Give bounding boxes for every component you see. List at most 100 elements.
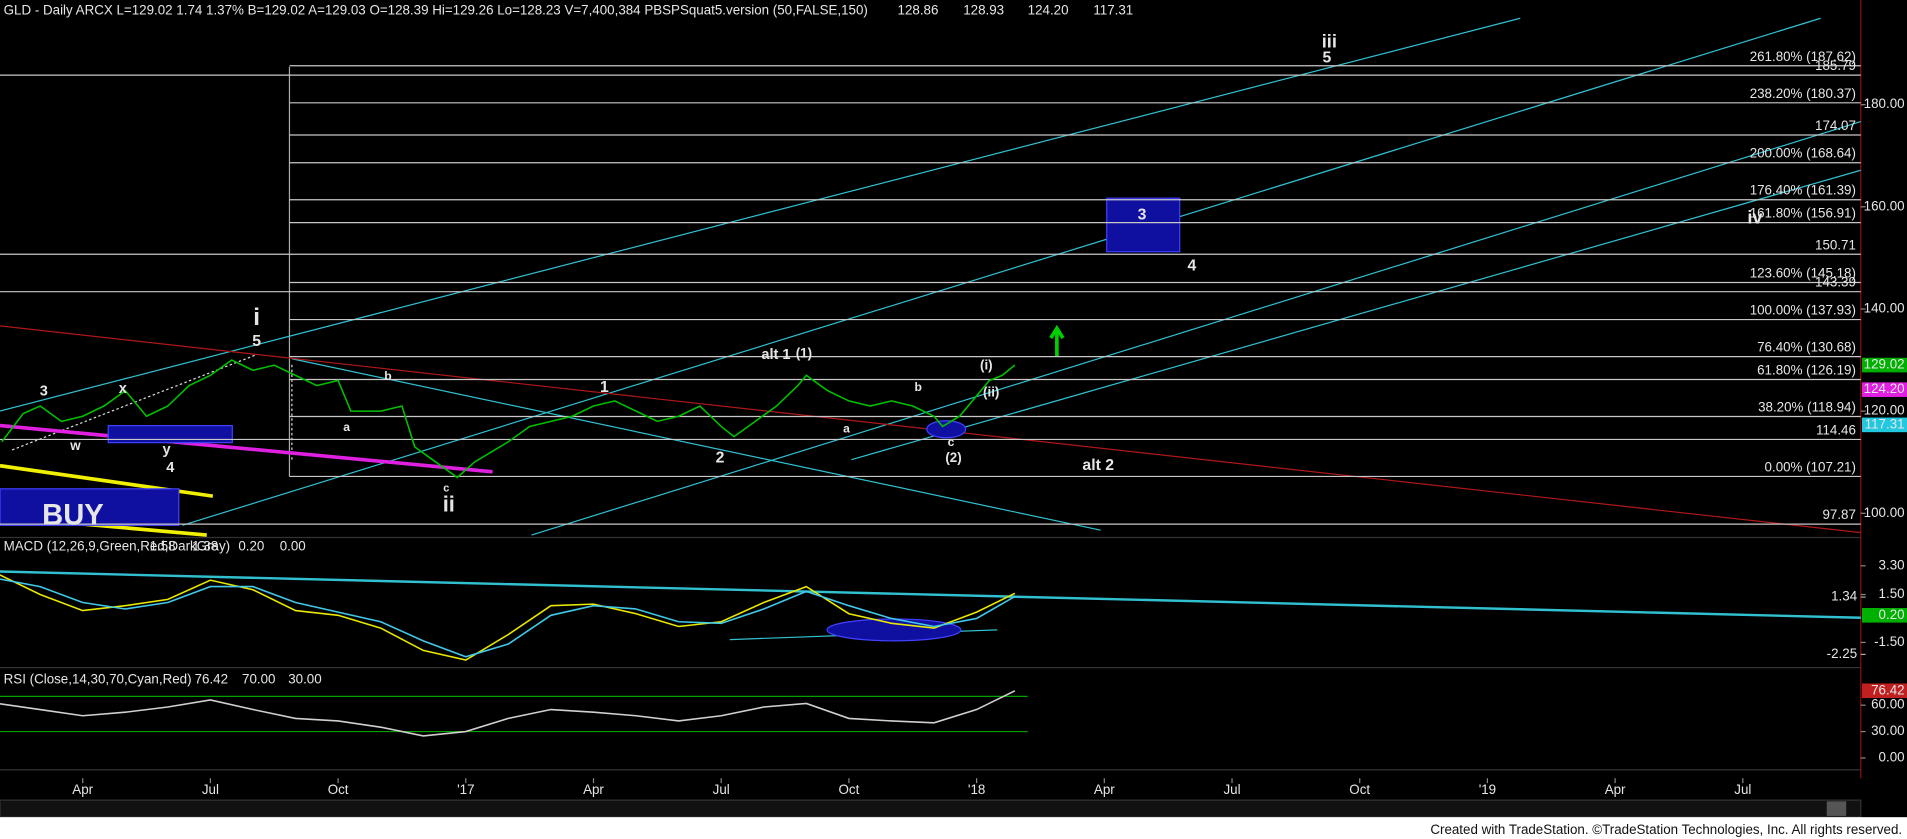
- zone-ellipse: [926, 420, 967, 439]
- y-tick-label: 30.00: [1871, 723, 1904, 738]
- series-line: [0, 690, 1016, 737]
- wave-label: 2: [716, 450, 725, 467]
- wave-label: BUY: [42, 500, 104, 532]
- wave-label: 4: [166, 460, 175, 476]
- rsi-title: RSI (Close,14,30,70,Cyan,Red): [4, 671, 192, 686]
- trend-line: [0, 17, 1521, 412]
- indicator-reading: 30.00: [288, 671, 321, 686]
- wave-label: c: [443, 483, 449, 495]
- y-tick-label: 0.00: [1879, 749, 1905, 764]
- x-tick-label: Apr: [1094, 782, 1115, 797]
- wave-label: c: [948, 435, 955, 449]
- x-tick-label: Jul: [1734, 782, 1751, 797]
- y-tick-label: 160.00: [1864, 198, 1905, 213]
- header-symbol: GLD - Daily ARCX L=129.02 1.74 1.37% B=1…: [4, 2, 868, 17]
- series-line: [0, 578, 1016, 658]
- fib-label: 150.71: [1815, 237, 1856, 252]
- fib-label: 176.40% (161.39): [1750, 183, 1856, 198]
- y-tick-label: 3.30: [1879, 557, 1905, 572]
- indicator-reading: 0.20: [238, 539, 264, 554]
- y-tick-label: 100.00: [1864, 505, 1905, 520]
- scrollbar[interactable]: [0, 799, 1862, 818]
- indicator-reading: 70.00: [242, 671, 275, 686]
- x-tick-label: Jul: [1223, 782, 1240, 797]
- value-marker-label: 1.34: [1831, 589, 1858, 604]
- up-arrow: [1049, 324, 1065, 357]
- fib-label: 174.07: [1815, 118, 1856, 133]
- fib-label: 76.40% (130.68): [1757, 340, 1856, 355]
- value-marker: [1862, 683, 1907, 699]
- value-marker: [1862, 608, 1907, 623]
- y-tick-label: 60.00: [1871, 697, 1904, 712]
- wave-label: 5: [252, 333, 261, 350]
- value-marker: [1862, 382, 1907, 397]
- wave-label: alt 2: [1082, 457, 1114, 474]
- fib-label: 123.60% (145.18): [1750, 266, 1856, 281]
- x-tick-label: Oct: [839, 782, 860, 797]
- zone-box: [0, 488, 180, 526]
- wave-label: (2): [945, 450, 961, 465]
- value-marker-label: -2.25: [1827, 646, 1857, 661]
- x-tick-label: Apr: [583, 782, 604, 797]
- x-tick-label: '17: [457, 782, 474, 797]
- x-tick-label: Oct: [1349, 782, 1370, 797]
- indicator-reading: 1.38: [192, 539, 218, 554]
- fib-label: 100.00% (137.93): [1750, 303, 1856, 318]
- x-tick-label: Jul: [202, 782, 219, 797]
- wave-label: a: [843, 421, 850, 435]
- x-tick-label: Apr: [72, 782, 93, 797]
- indicator-reading: 1.58: [150, 539, 176, 554]
- header-reading: 124.20: [1028, 2, 1069, 17]
- wave-label: i: [253, 304, 260, 331]
- macd-title: MACD (12,26,9,Green,Red,DarkGray): [4, 539, 230, 554]
- wave-label: 1: [600, 379, 609, 396]
- footer-bar: [0, 817, 1907, 839]
- x-tick-label: '19: [1479, 782, 1496, 797]
- indicator-reading: 76.42: [195, 671, 228, 686]
- value-marker-label: 129.02: [1864, 357, 1905, 372]
- wave-label: iii: [1322, 30, 1337, 51]
- fib-label: 185.79: [1815, 58, 1856, 73]
- fib-label: 0.00% (107.21): [1765, 459, 1856, 474]
- zone-ellipse: [826, 618, 962, 642]
- value-marker-label: 0.20: [1879, 607, 1905, 622]
- value-marker-label: 117.31: [1865, 416, 1905, 431]
- header-reading: 128.86: [898, 2, 939, 17]
- x-tick-label: '18: [968, 782, 985, 797]
- scroll-thumb[interactable]: [1826, 801, 1847, 816]
- wave-label: (ii): [983, 384, 999, 399]
- fib-label: 238.20% (180.37): [1750, 86, 1856, 101]
- wave-label: b: [384, 369, 391, 383]
- indicator-reading: 0.00: [280, 539, 306, 554]
- wave-label: alt 1: [761, 347, 790, 363]
- fib-label: 161.80% (156.91): [1750, 206, 1856, 221]
- y-tick-label: 120.00: [1864, 403, 1905, 418]
- fib-label: 261.80% (187.62): [1750, 49, 1856, 64]
- y-tick-label: 180.00: [1864, 96, 1905, 111]
- wave-label: 3: [1138, 206, 1147, 223]
- y-tick-label: -1.50: [1874, 634, 1904, 649]
- fib-label: 114.46: [1816, 422, 1856, 437]
- series-line: [1, 359, 1016, 479]
- y-tick-label: 1.50: [1879, 586, 1905, 601]
- series-line: [0, 574, 1016, 661]
- wave-label: 5: [1322, 50, 1331, 67]
- x-tick-label: Oct: [328, 782, 349, 797]
- zone-box: [107, 424, 233, 444]
- header-reading: 117.31: [1093, 2, 1133, 17]
- fib-label: 61.80% (126.19): [1757, 363, 1856, 378]
- x-tick-label: Apr: [1605, 782, 1626, 797]
- trend-line: [0, 570, 1861, 619]
- value-marker-label: 124.20: [1864, 381, 1905, 396]
- wave-label: a: [343, 420, 350, 434]
- wave-label: (i): [980, 358, 993, 373]
- wave-label: ii: [443, 492, 455, 517]
- x-tick-label: Jul: [713, 782, 730, 797]
- value-marker-label: 76.42: [1871, 682, 1904, 697]
- value-marker: [1862, 357, 1907, 373]
- header-reading: 128.93: [963, 2, 1004, 17]
- fib-label: 97.87: [1822, 507, 1855, 522]
